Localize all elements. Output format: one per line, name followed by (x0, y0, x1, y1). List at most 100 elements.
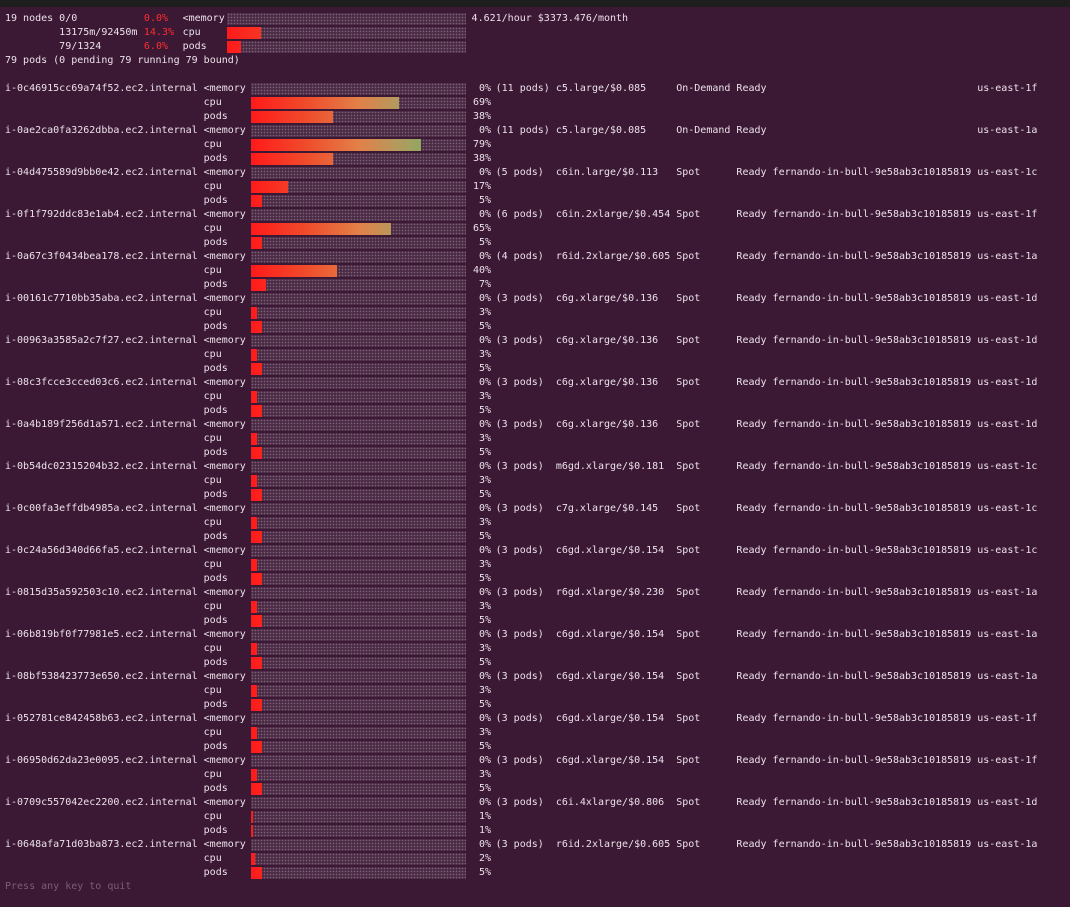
bar-fill (251, 447, 262, 459)
instance-type: c6g.xlarge/$0.136 (555, 335, 659, 346)
instance-type: c6in.2xlarge/$0.454 (555, 209, 671, 220)
resource-label: <memory (182, 13, 225, 24)
node-count: 19 nodes 0/0 (5, 13, 78, 24)
resource-pct: 0% (478, 335, 491, 346)
bar-fill (251, 825, 254, 837)
resource-label: pods (203, 741, 228, 752)
bar-track (251, 195, 466, 207)
bar-fill (251, 139, 421, 151)
node-status: Ready (736, 503, 767, 514)
bar-track (251, 811, 466, 823)
node-name: i-0648afa71d03ba873.ec2.internal (5, 839, 198, 850)
bar-fill (251, 153, 333, 165)
resource-pct: 1% (478, 811, 491, 822)
capacity-type: Spot (676, 293, 701, 304)
pod-count: (3 pods) (495, 335, 544, 346)
instance-type: c6gd.xlarge/$0.154 (555, 755, 665, 766)
resource-pct: 3% (478, 559, 491, 570)
node-name: i-0b54dc02315204b32.ec2.internal (5, 461, 198, 472)
resource-pct: 5% (478, 531, 491, 542)
node-name: i-0c46915cc69a74f52.ec2.internal (5, 83, 198, 94)
zone: us-east-1a (977, 671, 1038, 682)
bar-track (251, 167, 466, 179)
resource-pct: 17% (472, 181, 491, 192)
resource-label: cpu (203, 811, 222, 822)
resource-pct: 79% (472, 139, 491, 150)
cost: 4.621/hour $3373.476/month (471, 13, 629, 24)
bar-track (251, 517, 466, 529)
bar-fill (251, 657, 262, 669)
bar-track (251, 335, 466, 347)
resource-label: <memory (203, 209, 246, 220)
resource-pct: 0% (478, 209, 491, 220)
resource-label: pods (203, 321, 228, 332)
node-status: Ready (736, 83, 767, 94)
pods-usage: 79/1324 (59, 41, 102, 52)
bar-track (227, 13, 466, 25)
nodepool: fernando-in-bull-9e58ab3c10185819 (772, 419, 972, 430)
bar-track (251, 223, 466, 235)
resource-label: <memory (203, 83, 246, 94)
pod-count: (3 pods) (495, 755, 544, 766)
bar-track (251, 853, 466, 865)
capacity-type: Spot (676, 503, 701, 514)
capacity-type: Spot (676, 209, 701, 220)
resource-label: pods (203, 783, 228, 794)
pod-count: (3 pods) (495, 461, 544, 472)
resource-label: cpu (203, 265, 222, 276)
zone: us-east-1d (977, 335, 1038, 346)
resource-pct: 0% (478, 167, 491, 178)
pod-count: (4 pods) (495, 251, 544, 262)
zone: us-east-1a (977, 629, 1038, 640)
pod-count: (6 pods) (495, 209, 544, 220)
node-status: Ready (736, 461, 767, 472)
node-name: i-06950d62da23e0095.ec2.internal (5, 755, 198, 766)
node-status: Ready (736, 335, 767, 346)
resource-pct: 0% (478, 755, 491, 766)
resource-label: cpu (203, 391, 222, 402)
bar-track (251, 531, 466, 543)
instance-type: c5.large/$0.085 (555, 83, 647, 94)
resource-pct: 0% (478, 545, 491, 556)
zone: us-east-1a (977, 125, 1038, 136)
bar-fill (251, 181, 288, 193)
resource-label: cpu (203, 601, 222, 612)
bar-track (251, 265, 466, 277)
capacity-type: Spot (676, 713, 701, 724)
bar-track (251, 349, 466, 361)
bar-track (227, 27, 466, 39)
pod-count: (3 pods) (495, 713, 544, 724)
bar-fill (251, 363, 262, 375)
resource-label: <memory (203, 293, 246, 304)
capacity-type: Spot (676, 419, 701, 430)
resource-pct: 5% (478, 867, 491, 878)
bar-fill (251, 391, 258, 403)
node-name: i-0a4b189f256d1a571.ec2.internal (5, 419, 198, 430)
resource-label: pods (203, 825, 228, 836)
bar-fill (251, 685, 258, 697)
bar-track (251, 867, 466, 879)
bar-fill (251, 97, 400, 109)
zone: us-east-1f (977, 755, 1038, 766)
bar-track (251, 181, 466, 193)
bar-fill (251, 853, 256, 865)
bar-fill (251, 237, 262, 249)
resource-label: <memory (203, 713, 246, 724)
resource-pct: 5% (478, 783, 491, 794)
resource-label: pods (182, 41, 207, 52)
resource-label: pods (203, 447, 228, 458)
node-status: Ready (736, 251, 767, 262)
nodepool: fernando-in-bull-9e58ab3c10185819 (772, 755, 972, 766)
node-status: Ready (736, 587, 767, 598)
resource-pct: 3% (478, 433, 491, 444)
resource-pct: 0% (478, 125, 491, 136)
instance-type: c6in.large/$0.113 (555, 167, 659, 178)
bar-track (251, 783, 466, 795)
resource-label: <memory (203, 377, 246, 388)
resource-label: pods (203, 657, 228, 668)
zone: us-east-1f (977, 713, 1038, 724)
resource-label: cpu (203, 433, 222, 444)
pod-count: (3 pods) (495, 503, 544, 514)
bar-fill (251, 265, 337, 277)
pods-pct: 6.0% (143, 41, 168, 52)
